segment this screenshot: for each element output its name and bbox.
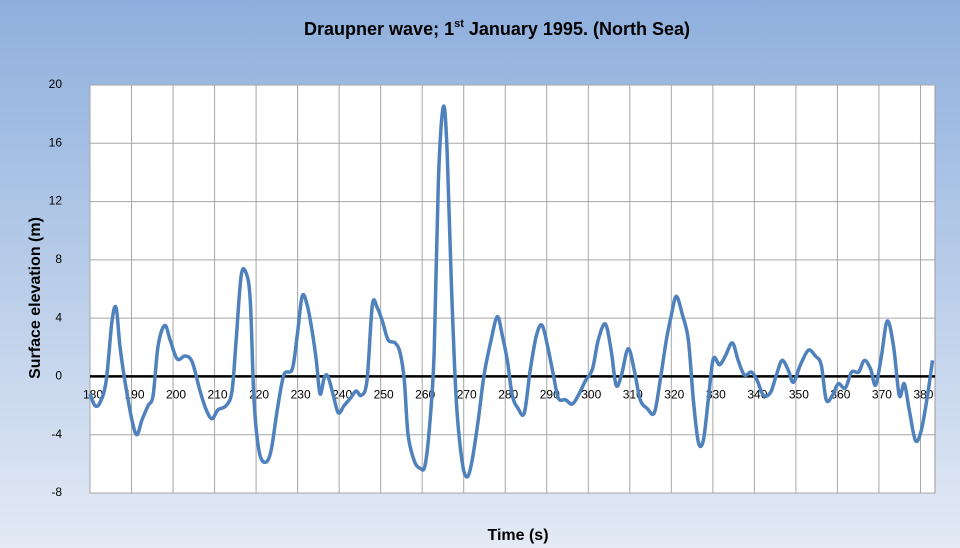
x-tick-label: 180 [83, 388, 103, 402]
x-tick-label: 300 [581, 388, 601, 402]
y-axis-title: Surface elevation (m) [27, 217, 44, 379]
y-tick-label: 4 [55, 310, 62, 324]
x-tick-label: 280 [498, 388, 518, 402]
title-superscript: st [454, 18, 464, 30]
x-tick-label: 230 [291, 388, 311, 402]
y-tick-label: 16 [49, 135, 63, 149]
x-tick-label: 200 [166, 388, 186, 402]
x-tick-label: 380 [913, 388, 933, 402]
x-tick-label: 190 [125, 388, 145, 402]
y-tick-label: 8 [55, 252, 62, 266]
x-tick-label: 250 [374, 388, 394, 402]
x-tick-label: 210 [208, 388, 228, 402]
y-tick-label: -8 [51, 485, 62, 499]
y-tick-label: 0 [55, 369, 62, 383]
title-part: January 1995. (North Sea) [464, 19, 690, 39]
y-tick-label: 12 [49, 194, 63, 208]
x-tick-label: 370 [872, 388, 892, 402]
title-part: Draupner wave; 1 [304, 19, 454, 39]
x-tick-label: 270 [457, 388, 477, 402]
x-tick-label: 320 [664, 388, 684, 402]
data-line [88, 104, 935, 479]
plot-area [89, 84, 936, 494]
chart-title: Draupner wave; 1st January 1995. (North … [304, 18, 690, 39]
x-tick-label: 240 [332, 388, 352, 402]
y-tick-label: -4 [51, 427, 62, 441]
x-axis-title: Time (s) [487, 527, 548, 544]
y-tick-label: 20 [49, 77, 63, 91]
x-tick-label: 350 [789, 388, 809, 402]
